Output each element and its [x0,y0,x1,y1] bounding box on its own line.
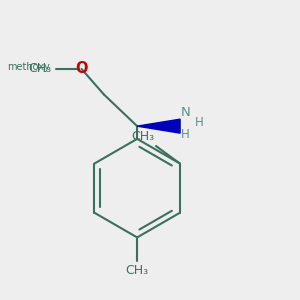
Text: CH₃: CH₃ [28,62,51,75]
Text: methoxy: methoxy [7,62,50,72]
Polygon shape [137,119,180,133]
Text: H: H [181,128,190,141]
Text: CH₃: CH₃ [131,130,154,143]
Text: N: N [181,106,190,119]
Text: CH₃: CH₃ [126,264,149,277]
Text: H: H [195,116,204,130]
Text: O: O [75,61,88,76]
